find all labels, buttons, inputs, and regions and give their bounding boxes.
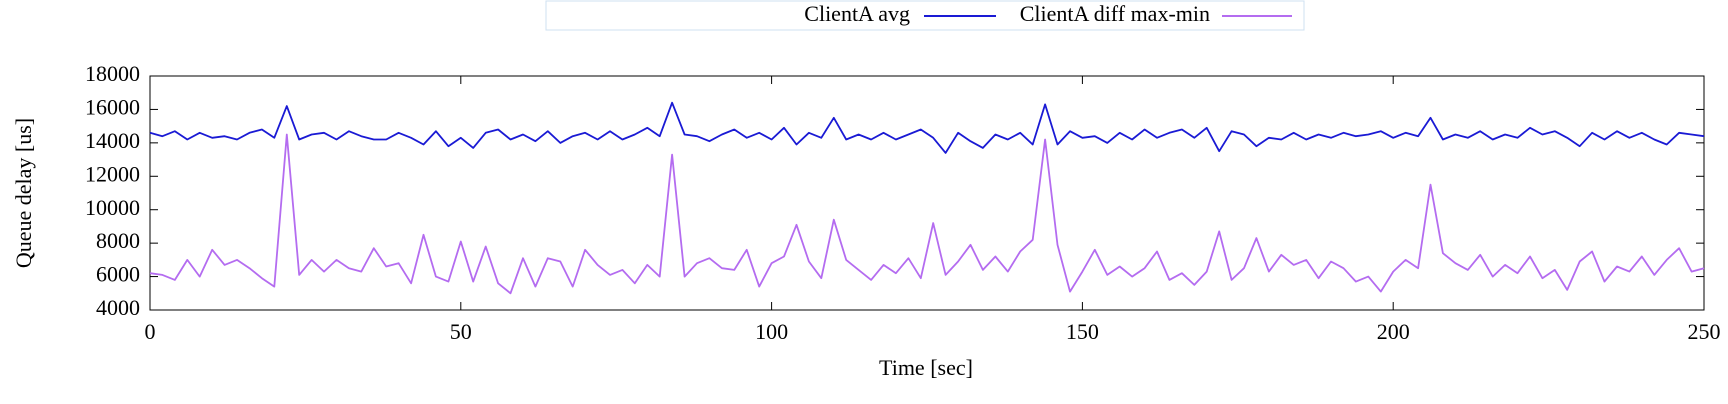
y-tick-label: 18000 bbox=[85, 61, 140, 86]
y-tick-label: 12000 bbox=[85, 161, 140, 186]
x-tick-label: 200 bbox=[1377, 319, 1410, 344]
plot-frame bbox=[149, 75, 1705, 311]
x-axis-label: Time [sec] bbox=[879, 355, 973, 380]
y-tick-label: 6000 bbox=[96, 262, 140, 287]
legend-label: ClientA avg bbox=[804, 1, 910, 26]
x-tick-label: 50 bbox=[450, 319, 472, 344]
data-line bbox=[149, 133, 1705, 295]
y-axis-label: Queue delay [us] bbox=[11, 118, 36, 268]
y-tick-label: 8000 bbox=[96, 228, 140, 253]
legend-label: ClientA diff max-min bbox=[1020, 1, 1210, 26]
y-tick-label: 4000 bbox=[96, 295, 140, 320]
x-tick-label: 0 bbox=[145, 319, 156, 344]
y-tick-label: 14000 bbox=[85, 128, 140, 153]
x-tick-label: 100 bbox=[755, 319, 788, 344]
data-line bbox=[149, 101, 1705, 154]
x-tick-label: 250 bbox=[1688, 319, 1721, 344]
y-tick-label: 16000 bbox=[85, 94, 140, 119]
x-tick-label: 150 bbox=[1066, 319, 1099, 344]
y-tick-label: 10000 bbox=[85, 195, 140, 220]
